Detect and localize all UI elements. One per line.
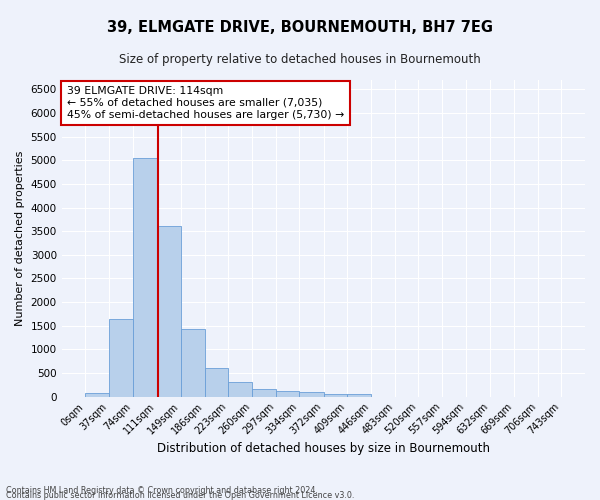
Text: Contains HM Land Registry data © Crown copyright and database right 2024.: Contains HM Land Registry data © Crown c…	[6, 486, 318, 495]
Bar	[252, 389, 275, 396]
Text: 39, ELMGATE DRIVE, BOURNEMOUTH, BH7 7EG: 39, ELMGATE DRIVE, BOURNEMOUTH, BH7 7EG	[107, 20, 493, 35]
Bar	[228, 382, 252, 396]
Bar	[323, 394, 347, 396]
Bar	[299, 392, 323, 396]
Bar	[85, 394, 109, 396]
Bar	[181, 330, 205, 396]
Bar	[275, 391, 299, 396]
Y-axis label: Number of detached properties: Number of detached properties	[15, 150, 25, 326]
Bar	[109, 318, 133, 396]
Text: Size of property relative to detached houses in Bournemouth: Size of property relative to detached ho…	[119, 52, 481, 66]
Bar	[347, 394, 371, 396]
Text: Contains public sector information licensed under the Open Government Licence v3: Contains public sector information licen…	[6, 491, 355, 500]
Bar	[157, 226, 181, 396]
Bar	[133, 158, 157, 396]
Bar	[205, 368, 228, 396]
Text: 39 ELMGATE DRIVE: 114sqm
← 55% of detached houses are smaller (7,035)
45% of sem: 39 ELMGATE DRIVE: 114sqm ← 55% of detach…	[67, 86, 344, 120]
X-axis label: Distribution of detached houses by size in Bournemouth: Distribution of detached houses by size …	[157, 442, 490, 455]
